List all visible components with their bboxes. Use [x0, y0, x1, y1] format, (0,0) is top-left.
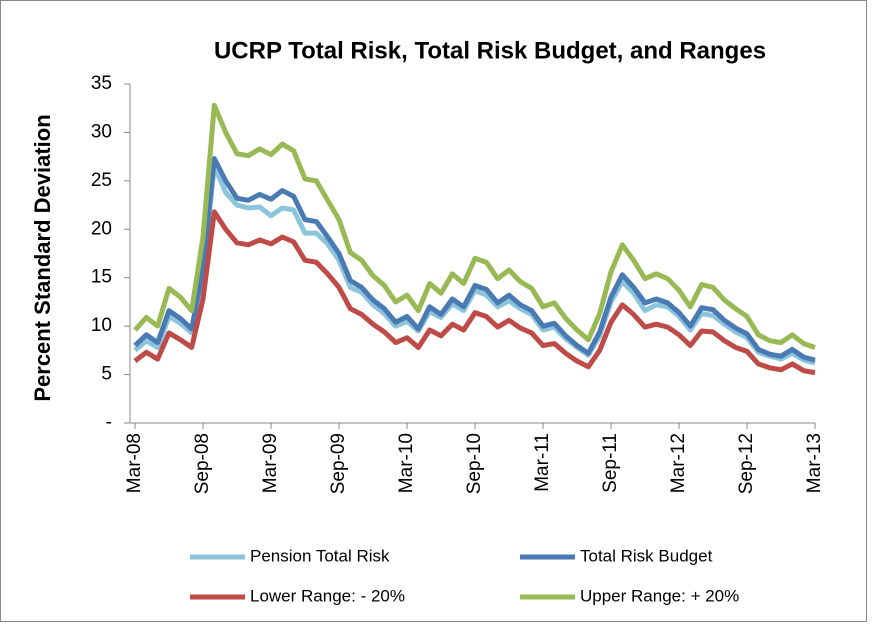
series-line	[133, 209, 816, 376]
y-tick-label: -	[106, 412, 112, 433]
x-tick-label: Mar-08	[124, 433, 145, 493]
x-tick-label: Mar-12	[668, 433, 689, 493]
x-tick-label: Sep-11	[600, 433, 621, 493]
x-tick-label: Sep-08	[192, 433, 213, 494]
x-tick-label: Sep-12	[736, 433, 757, 494]
y-tick-label: 20	[91, 218, 112, 239]
x-tick-label: Sep-09	[328, 433, 349, 494]
series-line	[133, 156, 816, 363]
legend-label: Upper Range: + 20%	[580, 586, 739, 605]
legend-label: Total Risk Budget	[580, 546, 713, 565]
legend-label: Pension Total Risk	[250, 546, 390, 565]
x-tick-label: Mar-13	[804, 433, 825, 493]
series-line	[133, 102, 816, 350]
y-tick-label: 5	[101, 364, 112, 385]
x-tick-label: Mar-10	[396, 433, 417, 493]
y-tick-label: 10	[91, 315, 112, 336]
y-tick-label: 15	[91, 267, 112, 288]
x-tick-label: Mar-09	[260, 433, 281, 493]
x-tick-label: Mar-11	[532, 433, 553, 492]
x-tick-label: Sep-10	[464, 433, 485, 494]
legend-label: Lower Range: - 20%	[250, 586, 405, 605]
y-tick-label: 25	[91, 170, 112, 191]
chart-title: UCRP Total Risk, Total Risk Budget, and …	[214, 37, 766, 64]
y-axis-title: Percent Standard Deviation	[30, 114, 55, 401]
y-tick-label: 30	[91, 121, 112, 142]
y-tick-label: 35	[91, 73, 112, 94]
